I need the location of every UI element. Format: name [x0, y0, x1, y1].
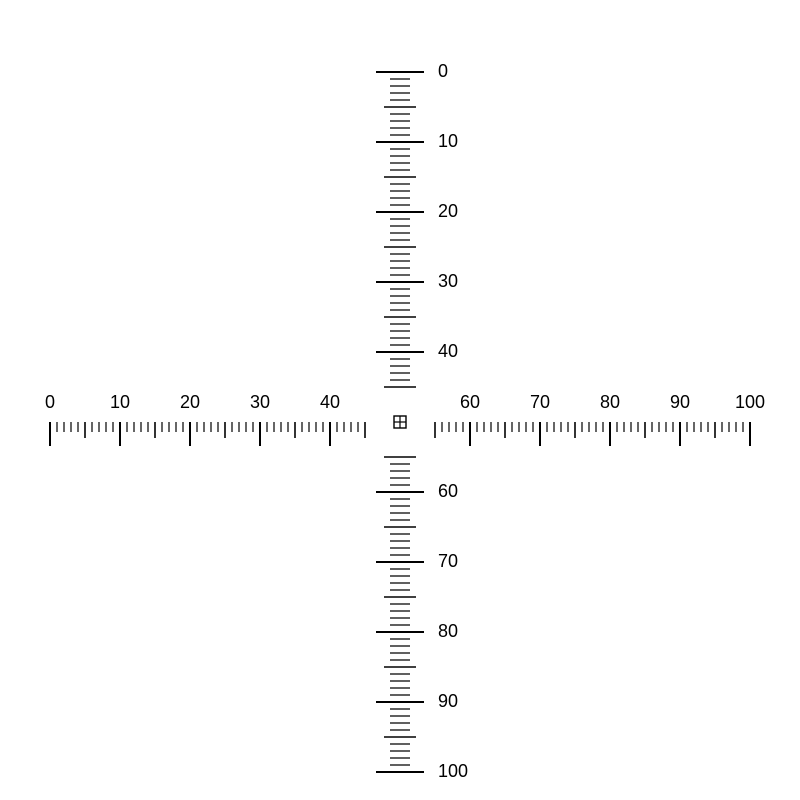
v-axis-label: 60 [438, 481, 458, 501]
v-axis-label: 30 [438, 271, 458, 291]
h-axis-label: 20 [180, 392, 200, 412]
h-axis-label: 80 [600, 392, 620, 412]
v-axis-label: 80 [438, 621, 458, 641]
center-crosshair-box [394, 416, 406, 428]
crosshair-reticle: 0 10 20 30 40 60 70 80 90 100 0 10 20 30 40 60 70 80 90 10… [0, 0, 800, 800]
h-axis-label: 60 [460, 392, 480, 412]
h-axis-label: 30 [250, 392, 270, 412]
h-axis-label: 70 [530, 392, 550, 412]
v-axis-label: 0 [438, 61, 448, 81]
v-axis-label: 100 [438, 761, 468, 781]
h-axis-label: 100 [735, 392, 765, 412]
v-axis-label: 10 [438, 131, 458, 151]
horizontal-scale-labels: 0 10 20 30 40 60 70 80 90 100 [45, 392, 765, 412]
v-axis-label: 20 [438, 201, 458, 221]
v-axis-label: 70 [438, 551, 458, 571]
vertical-scale-labels: 0 10 20 30 40 60 70 80 90 100 [438, 61, 468, 781]
h-axis-label: 40 [320, 392, 340, 412]
h-axis-label: 90 [670, 392, 690, 412]
h-axis-label: 0 [45, 392, 55, 412]
v-axis-label: 40 [438, 341, 458, 361]
v-axis-label: 90 [438, 691, 458, 711]
h-axis-label: 10 [110, 392, 130, 412]
